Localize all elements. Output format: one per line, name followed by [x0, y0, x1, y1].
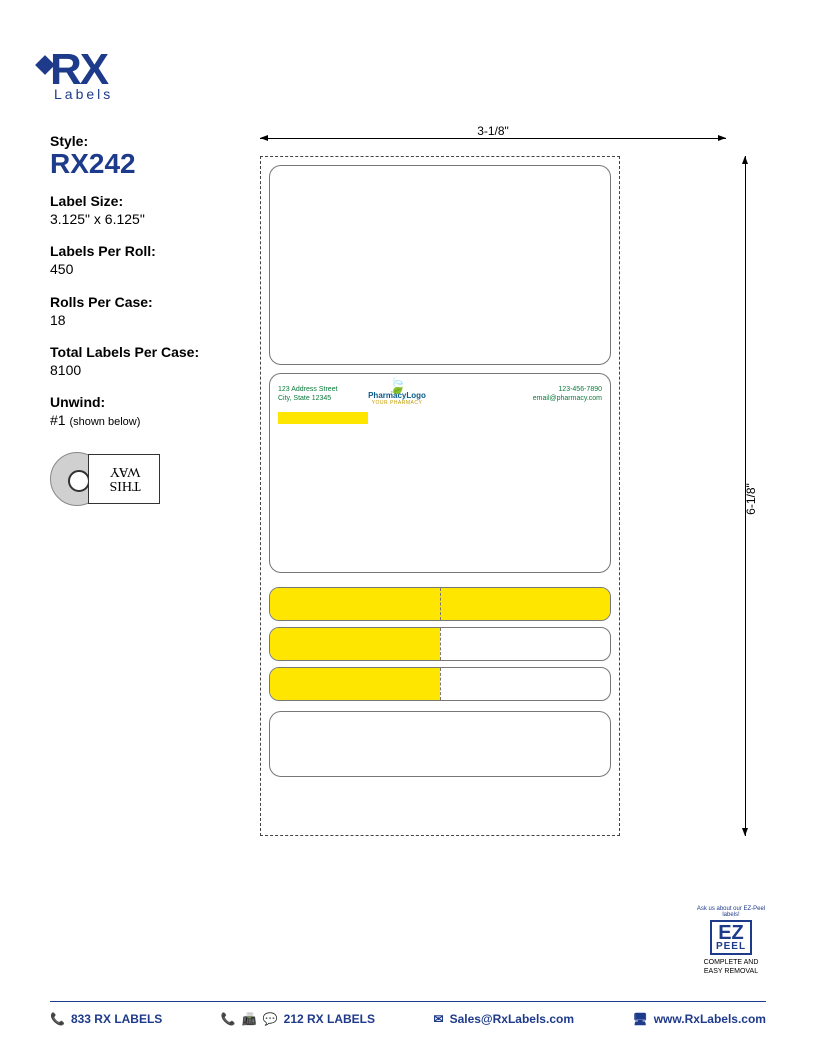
spec-column: Style: RX242 Label Size: 3.125" x 6.125"… — [50, 132, 220, 836]
fax-icon: 📠 — [242, 1012, 257, 1026]
mail-icon: ✉ — [434, 1012, 444, 1026]
aux-strip-2 — [269, 627, 611, 661]
rx-labels-logo: RX Labels — [50, 50, 766, 102]
footer-web: 🖥 www.RxLabels.com — [632, 1012, 766, 1026]
leaf-icon: 🍃 — [352, 382, 442, 392]
logo-main: RX — [50, 45, 107, 94]
logo-sub: Labels — [54, 86, 766, 102]
phone-icon: 📞 — [50, 1012, 65, 1026]
pharmacy-address: 123 Address Street City, State 12345 — [278, 385, 346, 403]
ez-small: PEEL — [716, 942, 746, 951]
label-size-label: Label Size: — [50, 192, 220, 210]
height-dimension: 6-1/8" — [736, 172, 766, 826]
panel-top-blank — [269, 165, 611, 365]
rolls-per-case-value: 18 — [50, 311, 220, 329]
ez-arc-text: Ask us about our EZ-Peel labels! — [696, 906, 766, 918]
rolls-per-case-label: Rolls Per Case: — [50, 293, 220, 311]
panel-bottom-blank — [269, 711, 611, 777]
ez-peel-badge: Ask us about our EZ-Peel labels! EZ PEEL… — [696, 906, 766, 976]
total-labels-label: Total Labels Per Case: — [50, 343, 220, 361]
ez-big: EZ — [716, 924, 746, 942]
unwind-label: Unwind: — [50, 393, 220, 411]
label-size-value: 3.125" x 6.125" — [50, 210, 220, 228]
style-value: RX242 — [50, 150, 220, 178]
footer-phone-1: 📞 833 RX LABELS — [50, 1012, 162, 1026]
labels-per-roll-value: 450 — [50, 260, 220, 278]
label-diagram: 3-1/8" 6-1/8" 123 Address Street City, S… — [260, 132, 766, 836]
unwind-value: #1 (shown below) — [50, 411, 220, 429]
label-outline: 123 Address Street City, State 12345 🍃 P… — [260, 156, 620, 836]
labels-per-roll-label: Labels Per Roll: — [50, 242, 220, 260]
web-icon: 🖥 — [632, 1012, 647, 1026]
width-dimension: 3-1/8" — [260, 124, 726, 138]
footer-phone-2: 📞 📠 💬 212 RX LABELS — [221, 1012, 375, 1026]
aux-strip-1 — [269, 587, 611, 621]
total-labels-value: 8100 — [50, 361, 220, 379]
pharmacy-contact: 123-456-7890 email@pharmacy.com — [448, 385, 602, 403]
ez-caption: COMPLETE AND EASY REMOVAL — [696, 959, 766, 976]
unwind-roll-illustration: THIS WAY — [50, 444, 160, 514]
chat-icon: 💬 — [263, 1012, 278, 1026]
roll-text: THIS WAY — [100, 464, 150, 492]
yellow-highlight-bar — [278, 412, 368, 424]
footer-email: ✉ Sales@RxLabels.com — [434, 1012, 575, 1026]
phone-icon: 📞 — [221, 1012, 236, 1026]
panel-pharmacy-header: 123 Address Street City, State 12345 🍃 P… — [269, 373, 611, 573]
aux-strip-3 — [269, 667, 611, 701]
footer: 📞 833 RX LABELS 📞 📠 💬 212 RX LABELS ✉ Sa… — [50, 1001, 766, 1026]
pharmacy-logo: 🍃 PharmacyLogo YOUR PHARMACY — [352, 382, 442, 407]
